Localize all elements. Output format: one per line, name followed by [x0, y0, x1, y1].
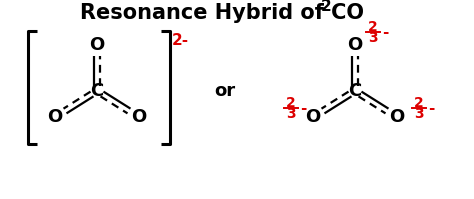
- Text: Resonance Hybrid of CO: Resonance Hybrid of CO: [80, 3, 364, 23]
- Text: O: O: [131, 108, 146, 126]
- Text: O: O: [47, 108, 63, 126]
- Text: O: O: [90, 36, 105, 54]
- Text: or: or: [214, 82, 236, 100]
- Text: O: O: [347, 36, 363, 54]
- Text: C: C: [91, 82, 104, 100]
- Text: 2: 2: [414, 96, 424, 110]
- Text: 2: 2: [321, 0, 332, 14]
- Text: C: C: [348, 82, 362, 100]
- Text: 3: 3: [368, 31, 378, 45]
- Text: 3: 3: [414, 107, 424, 121]
- Text: 3: 3: [286, 107, 296, 121]
- Text: -: -: [382, 24, 388, 39]
- Text: 2-: 2-: [172, 33, 189, 48]
- Text: 2: 2: [286, 96, 296, 110]
- Text: -: -: [300, 100, 306, 115]
- Text: O: O: [305, 108, 320, 126]
- Text: -: -: [428, 100, 434, 115]
- Text: 2: 2: [368, 20, 378, 34]
- Text: O: O: [389, 108, 405, 126]
